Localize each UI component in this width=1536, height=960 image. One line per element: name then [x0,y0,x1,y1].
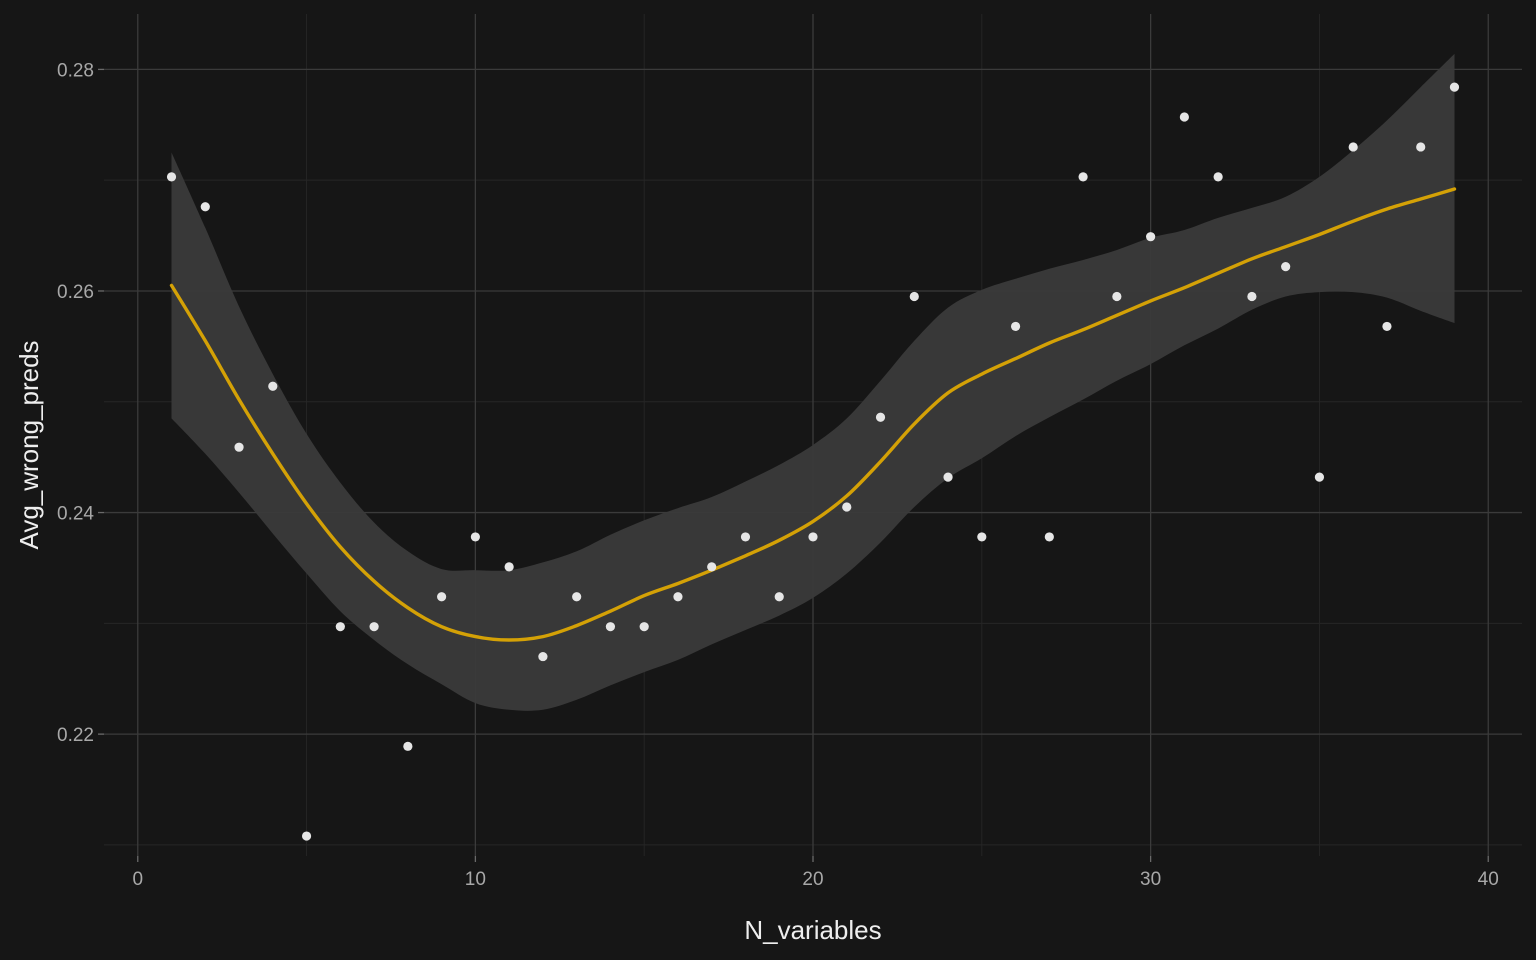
data-point [808,532,818,542]
x-axis: 0 10 20 30 40 [132,856,1499,890]
data-point [605,622,616,632]
confidence-band-layer [171,53,1455,711]
smooth-trend-line [169,187,1457,642]
data-point [1281,262,1291,272]
x-tick-label: 20 [802,869,823,890]
x-axis-title: N_variables [744,915,881,945]
data-point [1179,112,1189,122]
data-point [301,831,312,841]
data-point [369,622,379,632]
data-point [1314,472,1325,482]
data-point [673,592,683,602]
data-point [234,442,244,452]
data-point [470,532,480,542]
y-tick-label: 0.24 [57,504,94,525]
data-point [1112,291,1122,302]
y-axis: 0.22 0.24 0.26 0.28 [57,60,104,746]
data-point [943,472,953,482]
data-point [1416,142,1426,152]
data-point [538,651,548,662]
data-point [875,412,886,422]
x-tick-label: 40 [1478,869,1499,890]
data-point [1247,291,1257,302]
data-point [1449,82,1460,92]
data-point [774,592,784,602]
data-point [740,532,751,542]
smooth-line-layer [169,187,1457,642]
data-point [977,532,987,542]
data-point [1146,232,1156,242]
data-point [1348,142,1358,152]
data-point [572,592,582,602]
x-tick-label: 10 [465,869,486,890]
confidence-band [171,53,1455,711]
y-tick-label: 0.22 [57,725,94,746]
data-point [842,502,852,512]
data-point [1010,321,1021,332]
data-point [1382,321,1392,332]
data-point [268,381,278,391]
data-point [403,741,413,751]
data-point [335,622,345,632]
data-point [200,202,210,212]
data-point [1213,172,1223,182]
data-point [1078,172,1088,182]
y-axis-title: Avg_wrong_preds [14,340,44,549]
data-point [166,172,177,182]
x-tick-label: 30 [1140,869,1161,890]
data-point [437,592,447,602]
data-point [1044,532,1054,542]
data-point [504,562,514,572]
points-layer [166,82,1460,841]
x-tick-label: 0 [132,869,143,890]
data-point [639,622,649,632]
data-point [707,562,717,572]
y-tick-label: 0.28 [57,60,94,81]
y-tick-label: 0.26 [57,282,94,303]
data-point [909,291,919,302]
